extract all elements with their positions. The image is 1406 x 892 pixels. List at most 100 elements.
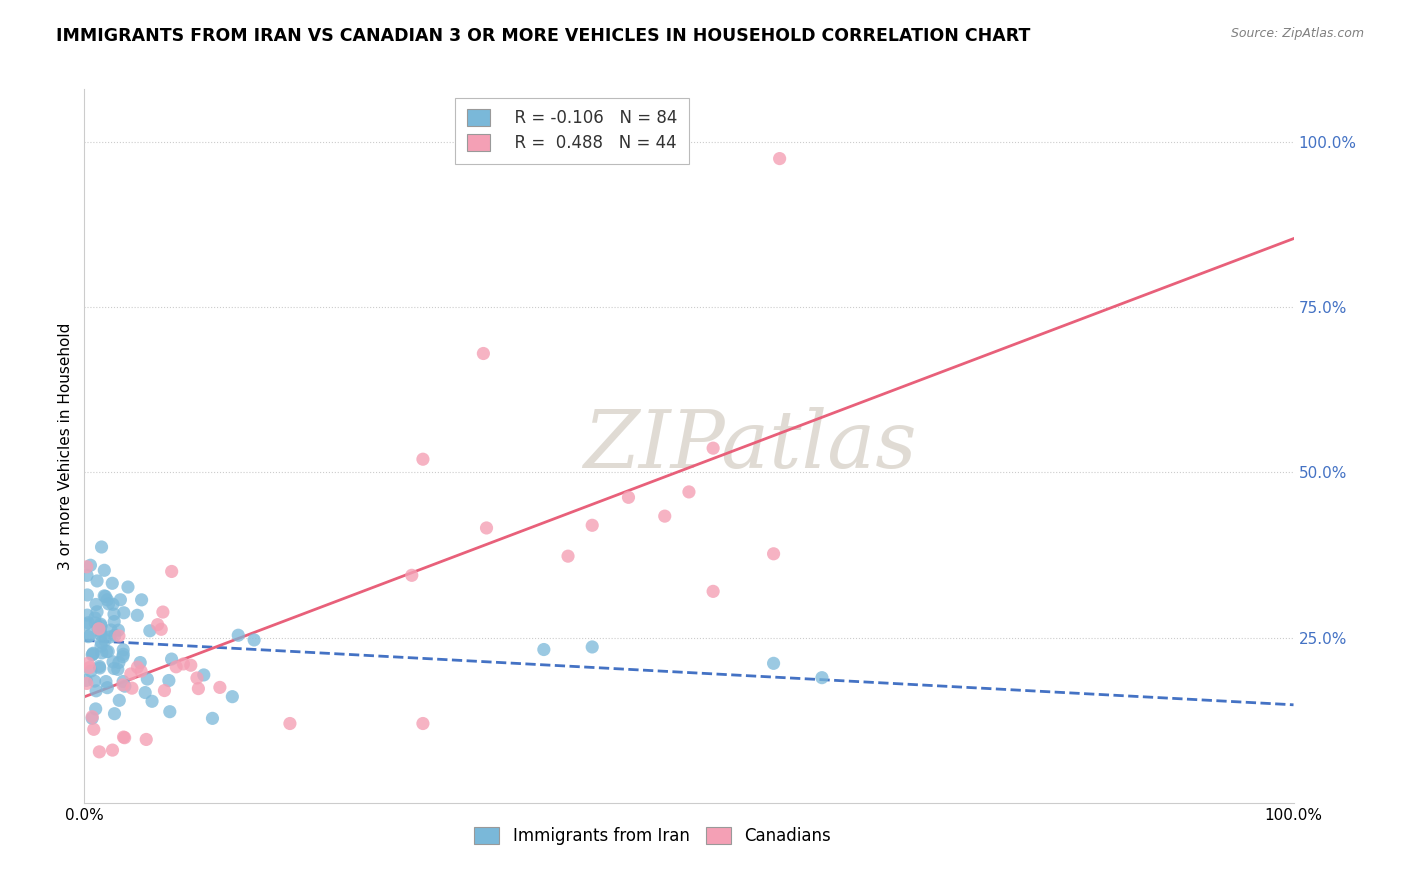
Point [77, 656, 100, 670]
Point [702, 441, 724, 455]
Point [180, 658, 202, 673]
Point [108, 693, 131, 707]
Point [129, 664, 152, 678]
Point [90, 624, 112, 639]
Point [581, 518, 603, 533]
Point [107, 662, 129, 676]
Point [90, 617, 112, 632]
Point [654, 509, 676, 524]
Point [135, 732, 157, 747]
Point [79, 558, 101, 573]
Point [187, 681, 209, 696]
Text: ZIPatlas: ZIPatlas [582, 408, 917, 484]
Point [141, 694, 163, 708]
Point [226, 628, 249, 642]
Point [82, 648, 104, 662]
Point [96, 681, 118, 695]
Point [165, 660, 187, 674]
Point [533, 642, 555, 657]
Text: Source: ZipAtlas.com: Source: ZipAtlas.com [1230, 27, 1364, 40]
Point [76, 676, 98, 690]
Point [101, 743, 124, 757]
Point [76, 608, 98, 623]
Point [103, 661, 125, 675]
Point [82, 711, 104, 725]
Point [96, 645, 118, 659]
Point [96, 592, 118, 607]
Point [617, 491, 640, 505]
Point [89, 745, 111, 759]
Point [153, 683, 176, 698]
Point [82, 710, 104, 724]
Point [101, 597, 124, 611]
Point [157, 673, 180, 688]
Point [103, 607, 125, 622]
Point [77, 630, 100, 644]
Point [87, 621, 110, 635]
Point [76, 568, 98, 582]
Point [80, 664, 103, 678]
Point [79, 660, 101, 674]
Point [82, 646, 104, 660]
Point [159, 705, 181, 719]
Point [101, 655, 124, 669]
Point [112, 674, 135, 689]
Point [87, 622, 110, 636]
Point [121, 681, 143, 695]
Y-axis label: 3 or more Vehicles in Household: 3 or more Vehicles in Household [58, 322, 73, 570]
Point [201, 711, 224, 725]
Point [94, 633, 117, 648]
Point [84, 702, 107, 716]
Point [90, 628, 112, 642]
Point [82, 647, 104, 661]
Point [243, 632, 266, 647]
Point [93, 589, 115, 603]
Point [86, 605, 108, 619]
Point [84, 616, 107, 631]
Point [160, 652, 183, 666]
Point [108, 656, 131, 670]
Point [139, 624, 162, 638]
Point [186, 671, 208, 685]
Point [111, 678, 134, 692]
Point [110, 592, 132, 607]
Point [104, 628, 127, 642]
Point [136, 672, 159, 686]
Point [472, 346, 495, 360]
Point [127, 660, 149, 674]
Point [193, 668, 215, 682]
Point [93, 563, 115, 577]
Point [152, 605, 174, 619]
Point [557, 549, 579, 564]
Point [581, 640, 603, 654]
Point [134, 685, 156, 699]
Point [120, 667, 142, 681]
Point [762, 547, 785, 561]
Point [475, 521, 498, 535]
Point [278, 716, 301, 731]
Point [83, 723, 105, 737]
Point [112, 642, 135, 657]
Point [160, 565, 183, 579]
Point [112, 647, 135, 661]
Text: IMMIGRANTS FROM IRAN VS CANADIAN 3 OR MORE VEHICLES IN HOUSEHOLD CORRELATION CHA: IMMIGRANTS FROM IRAN VS CANADIAN 3 OR MO… [56, 27, 1031, 45]
Point [103, 706, 125, 721]
Point [90, 635, 112, 649]
Legend: Immigrants from Iran, Canadians: Immigrants from Iran, Canadians [461, 814, 845, 859]
Point [83, 674, 105, 689]
Point [811, 671, 834, 685]
Point [75, 673, 97, 688]
Point [131, 592, 153, 607]
Point [702, 584, 724, 599]
Point [89, 661, 111, 675]
Point [111, 649, 134, 664]
Point [762, 657, 785, 671]
Point [107, 623, 129, 637]
Point [401, 568, 423, 582]
Point [76, 588, 98, 602]
Point [89, 659, 111, 673]
Point [86, 574, 108, 588]
Point [90, 619, 112, 633]
Point [129, 656, 152, 670]
Point [84, 598, 107, 612]
